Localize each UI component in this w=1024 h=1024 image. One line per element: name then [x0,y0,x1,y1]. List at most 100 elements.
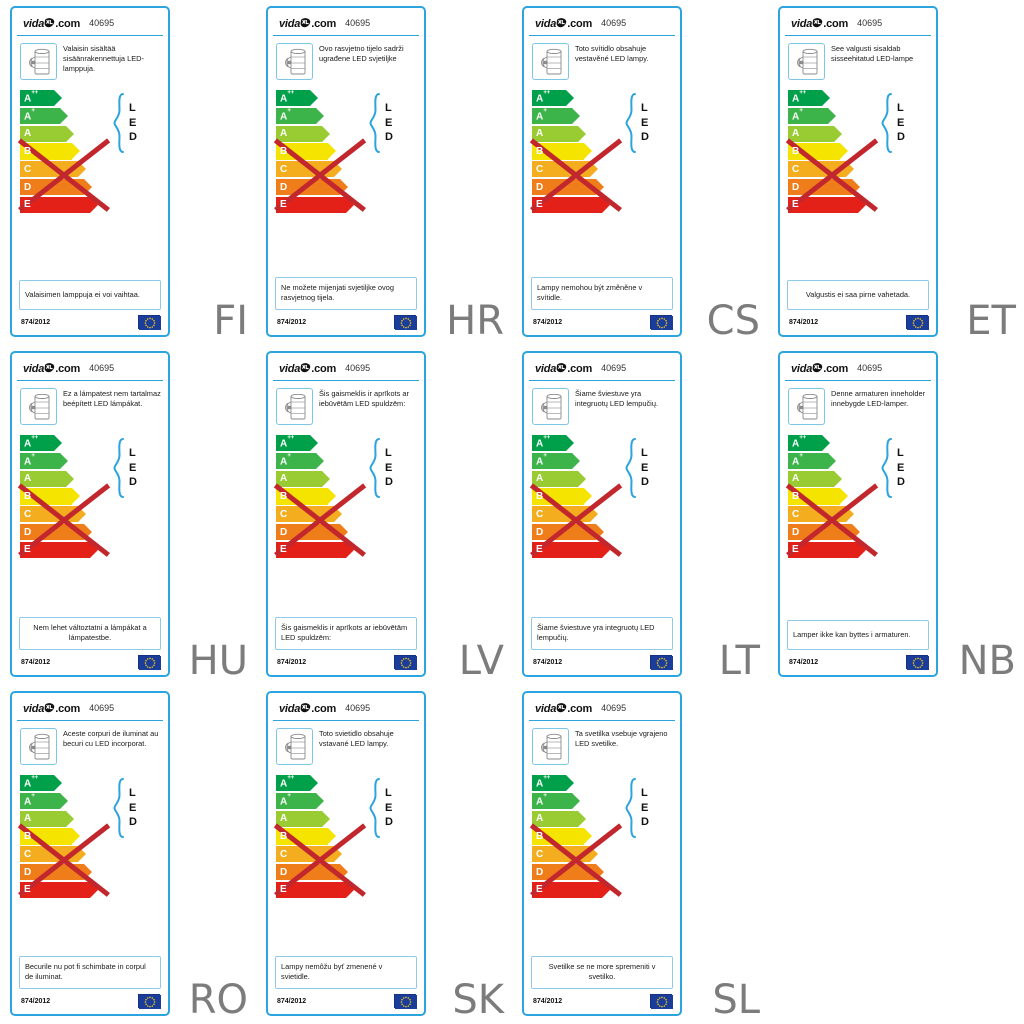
logo-prefix: vida [23,363,45,375]
energy-bar-a: A [276,470,330,487]
replacement-note-text: Nem lehet változtatni a lámpákat a lámpa… [33,622,147,643]
curly-brace-icon [369,92,382,154]
eu-flag-svg [651,656,673,670]
energy-bar-label: A+ [792,106,803,123]
led-letter: D [129,131,137,144]
replacement-note-text: Valaisimen lamppuja ei voi vaihtaa. [25,289,140,299]
empty-cell [768,685,1024,1024]
lamp-icon-svg [540,393,561,419]
energy-class-sup: + [31,451,35,459]
energy-bar-label: A [536,128,544,140]
led-letter: E [641,116,649,129]
led-letter: L [641,786,648,799]
eu-flag-icon [138,315,161,330]
energy-class-sup: ++ [543,88,550,96]
curly-brace-icon [881,92,894,154]
energy-scale: A++ A+ A B C D E L E D [529,769,675,956]
led-letter: D [897,476,905,489]
energy-bar-aplusplus: A++ [20,89,62,107]
curly-brace-icon [625,92,638,154]
logo-prefix: vida [791,363,813,375]
energy-class-sup: + [543,106,547,114]
vidaxl-logo: vida .com [791,16,848,30]
logo-prefix: vida [535,18,557,30]
vidaxl-logo: vida .com [535,16,592,30]
energy-bars: A++ A+ A B C D E [532,434,627,558]
led-letter: L [385,101,392,114]
energy-bar-e: E [788,196,866,213]
eu-flag-svg [907,656,929,670]
logo-xl-mark [556,702,567,713]
eu-flag-svg [651,316,673,330]
energy-class-sup: + [543,451,547,459]
regulation-number: 874/2012 [21,318,51,326]
card-footer: 874/2012 [17,994,163,1010]
description-row: Ta svetilka vsebuje vgrajeno LED svetilk… [529,721,675,769]
eu-flag-icon [906,315,929,330]
led-letter: D [385,476,393,489]
energy-bar-aplus: A+ [276,107,324,124]
curly-brace-svg [113,438,124,498]
energy-bar-d: D [276,863,348,881]
energy-bars: A++ A+ A B C D E [788,433,883,558]
curly-brace-svg [881,438,892,498]
energy-bar-label: B [280,145,288,157]
label-cell: vida .com 40695 Šis gaismeklis ir aprīkots … [256,345,512,685]
led-letter: L [129,101,136,114]
energy-class-sup: ++ [287,433,294,441]
energy-label-card: vida .com 40695 Šiame šviestuve yra integru… [522,351,682,677]
lamp-icon-svg [28,48,49,74]
regulation-number: 874/2012 [277,997,307,1005]
energy-bar-a: A [276,125,330,142]
eu-flag-icon [394,655,417,670]
energy-bar-label: D [24,181,32,193]
energy-scale: A++ A+ A B C D E L E D [529,84,675,277]
energy-class-sup: ++ [799,433,806,441]
energy-bar-a: A [20,125,74,142]
energy-scale: A++ A+ A B C D E L E D [273,84,419,277]
led-letter: E [641,801,649,814]
energy-class-sup: ++ [287,773,294,781]
energy-scale: A++ A+ A B C D E L E D [17,769,163,956]
vidaxl-logo: vida .com [535,701,592,715]
vidaxl-logo: vida .com [791,361,848,375]
led-letter: D [129,476,137,489]
led-letter: L [129,786,136,799]
energy-class-sup: ++ [799,88,806,96]
label-cell: vida .com 40695 Toto svietidlo obsahuje vst… [256,685,512,1024]
energy-bar-b: B [788,143,848,160]
eu-flag-svg [651,995,673,1009]
description-text: Ez a lámpatest nem tartalmaz beépített L… [63,389,161,409]
sku-number: 40695 [857,363,883,373]
energy-bar-label: E [280,544,287,556]
replacement-note-text: Becurile nu pot fi schimbate in corpul d… [25,961,146,982]
lamp-icon [532,728,569,765]
card-header: vida .com 40695 [529,697,675,721]
lamp-icon [276,43,313,80]
energy-bar-label: B [24,490,32,502]
eu-flag-svg [139,995,161,1009]
energy-bar-d: D [532,863,604,881]
energy-class-sup: + [543,791,547,799]
description-row: Ovo rasvjetno tijelo sadrži ugrađene LED… [273,36,419,84]
lamp-icon-svg [284,393,305,419]
energy-bar-label: C [280,848,288,860]
energy-bar-b: B [532,143,592,160]
energy-bar-b: B [276,488,336,505]
energy-bar-label: A++ [792,433,806,450]
energy-bar-aplus: A+ [20,451,68,469]
vidaxl-logo: vida .com [23,361,80,375]
energy-bar-label: E [24,544,31,556]
lamp-icon-svg [284,48,305,74]
energy-bar-c: C [788,161,854,178]
vidaxl-logo: vida .com [279,701,336,715]
replacement-note: Ne možete mijenjati svjetiljke ovog rasv… [275,276,417,310]
sku-number: 40695 [857,18,883,28]
lamp-icon [20,43,57,80]
energy-bar-label: B [792,490,800,502]
energy-class-sup: + [31,791,35,799]
energy-bar-label: B [792,145,800,157]
energy-bar-label: B [280,830,288,842]
